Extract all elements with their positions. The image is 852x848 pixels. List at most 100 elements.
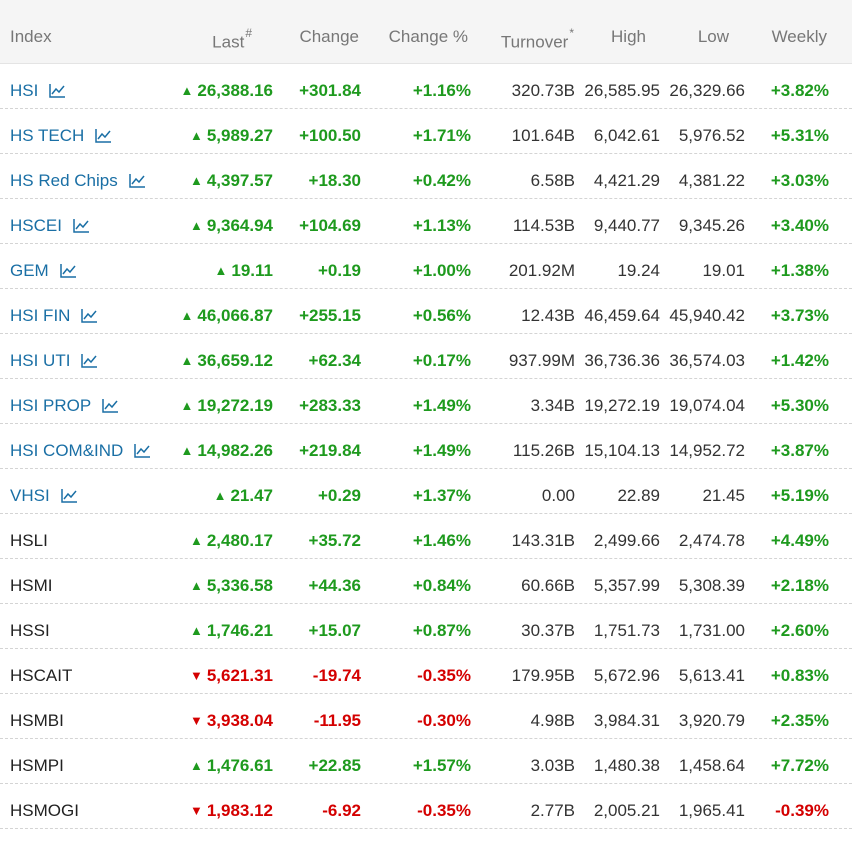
index-link[interactable]: HSI FIN — [10, 306, 98, 326]
low-value: 5,613.41 — [678, 666, 745, 685]
header-last-footnote-mark: # — [245, 26, 252, 40]
last-value: ▲ 21.47 — [214, 486, 273, 507]
arrow-up-icon: ▲ — [180, 353, 194, 368]
last-number: 14,982.26 — [197, 441, 273, 460]
header-turnover[interactable]: Turnover* — [500, 26, 574, 52]
arrow-up-icon: ▲ — [189, 173, 203, 188]
last-value: ▲ 14,982.26 — [180, 441, 273, 462]
chart-icon[interactable] — [48, 83, 66, 99]
last-value: ▲ 1,476.61 — [190, 756, 273, 777]
index-link[interactable]: HSI UTI — [10, 351, 98, 371]
arrow-down-icon: ▼ — [189, 803, 203, 818]
index-name[interactable]: HS Red Chips — [10, 171, 118, 190]
index-link[interactable]: VHSI — [10, 486, 78, 506]
table-row: HSI UTI ▲ 36,659.12 +62.34 +0.17% 937.99M 36,7… — [0, 334, 852, 379]
index-name[interactable]: HSCEI — [10, 216, 62, 235]
change-pct-value: -0.35% — [417, 801, 471, 820]
last-number: 46,066.87 — [197, 306, 273, 325]
index-link[interactable]: GEM — [10, 261, 77, 281]
table-row: HSCEI ▲ 9,364.94 +104.69 +1.13% 114.53B 9,440.… — [0, 199, 852, 244]
arrow-up-icon: ▲ — [180, 83, 194, 98]
last-number: 3,938.04 — [206, 711, 273, 730]
index-name: HSLI — [10, 531, 48, 550]
change-pct-value: +0.17% — [412, 351, 471, 370]
chart-icon[interactable] — [128, 173, 146, 189]
index-link[interactable]: HSI COM&IND — [10, 441, 151, 461]
turnover-value: 179.95B — [511, 666, 575, 685]
low-value: 1,731.00 — [678, 621, 745, 640]
last-number: 26,388.16 — [197, 81, 273, 100]
high-value: 5,672.96 — [593, 666, 660, 685]
change-value: +283.33 — [299, 396, 361, 415]
index-name[interactable]: HSI UTI — [10, 351, 71, 370]
high-value: 6,042.61 — [593, 126, 660, 145]
index-link[interactable]: HS TECH — [10, 126, 112, 146]
index-name[interactable]: HSI FIN — [10, 306, 71, 325]
table-row: VHSI ▲ 21.47 +0.29 +1.37% 0.00 22.89 21.45 +5.19… — [0, 469, 852, 514]
table-row: HSLI ▲ 2,480.17 +35.72 +1.46% 143.31B 2,499.66… — [0, 514, 852, 559]
chart-icon[interactable] — [80, 308, 98, 324]
table-row: HSMI ▲ 5,336.58 +44.36 +0.84% 60.66B 5,357.99 5… — [0, 559, 852, 604]
high-value: 46,459.64 — [584, 306, 660, 325]
last-number: 2,480.17 — [206, 531, 273, 550]
change-value: +301.84 — [299, 81, 361, 100]
low-value: 5,308.39 — [678, 576, 745, 595]
chart-icon[interactable] — [59, 263, 77, 279]
header-index: Index — [10, 27, 52, 46]
last-number: 1,476.61 — [206, 756, 273, 775]
arrow-up-icon: ▲ — [180, 398, 194, 413]
change-value: -11.95 — [313, 711, 361, 730]
weekly-value: +3.73% — [770, 306, 829, 325]
index-name[interactable]: HSI PROP — [10, 396, 92, 415]
low-value: 26,329.66 — [669, 81, 745, 100]
index-name[interactable]: VHSI — [10, 486, 50, 505]
index-name[interactable]: HSI — [10, 81, 39, 100]
header-change-pct[interactable]: Change % — [388, 27, 468, 46]
arrow-up-icon: ▲ — [213, 488, 227, 503]
high-value: 2,499.66 — [593, 531, 660, 550]
chart-icon[interactable] — [94, 128, 112, 144]
index-name[interactable]: HS TECH — [10, 126, 85, 145]
index-name: HSSI — [10, 621, 50, 640]
index-link[interactable]: HS Red Chips — [10, 171, 146, 191]
weekly-value: +4.49% — [770, 531, 829, 550]
header-last[interactable]: Last# — [212, 26, 252, 52]
chart-icon[interactable] — [72, 218, 90, 234]
header-weekly[interactable]: Weekly — [771, 27, 827, 46]
chart-icon[interactable] — [80, 353, 98, 369]
change-value: +18.30 — [308, 171, 361, 190]
turnover-value: 143.31B — [511, 531, 575, 550]
index-link[interactable]: HSCEI — [10, 216, 90, 236]
chart-icon[interactable] — [60, 488, 78, 504]
index-name: HSMOGI — [10, 801, 79, 820]
high-value: 19.24 — [617, 261, 660, 280]
index-name[interactable]: GEM — [10, 261, 49, 280]
turnover-value: 2.77B — [530, 801, 575, 820]
change-value: +44.36 — [308, 576, 361, 595]
weekly-value: +1.38% — [770, 261, 829, 280]
header-low[interactable]: Low — [697, 27, 729, 46]
change-pct-value: +1.49% — [412, 396, 471, 415]
turnover-value: 114.53B — [512, 216, 575, 235]
index-name[interactable]: HSI COM&IND — [10, 441, 124, 460]
table-row: HSCAIT ▼ 5,621.31 -19.74 -0.35% 179.95B 5,672.… — [0, 649, 852, 694]
table-row: HSMBI ▼ 3,938.04 -11.95 -0.30% 4.98B 3,984.31 3… — [0, 694, 852, 739]
last-value: ▲ 2,480.17 — [190, 531, 273, 552]
low-value: 21.45 — [702, 486, 745, 505]
arrow-up-icon: ▲ — [189, 128, 203, 143]
turnover-value: 60.66B — [521, 576, 575, 595]
header-change[interactable]: Change — [299, 27, 359, 46]
header-high[interactable]: High — [611, 27, 646, 46]
last-value: ▲ 19.11 — [215, 261, 273, 282]
chart-icon[interactable] — [133, 443, 151, 459]
change-pct-value: -0.30% — [417, 711, 471, 730]
high-value: 3,984.31 — [593, 711, 660, 730]
arrow-up-icon: ▲ — [180, 308, 194, 323]
index-link[interactable]: HSI PROP — [10, 396, 119, 416]
turnover-value: 12.43B — [521, 306, 575, 325]
table-row: HS Red Chips ▲ 4,397.57 +18.30 +0.42% 6.58B 4,… — [0, 154, 852, 199]
weekly-value: +3.87% — [770, 441, 829, 460]
weekly-value: -0.39% — [775, 801, 829, 820]
chart-icon[interactable] — [101, 398, 119, 414]
index-link[interactable]: HSI — [10, 81, 66, 101]
